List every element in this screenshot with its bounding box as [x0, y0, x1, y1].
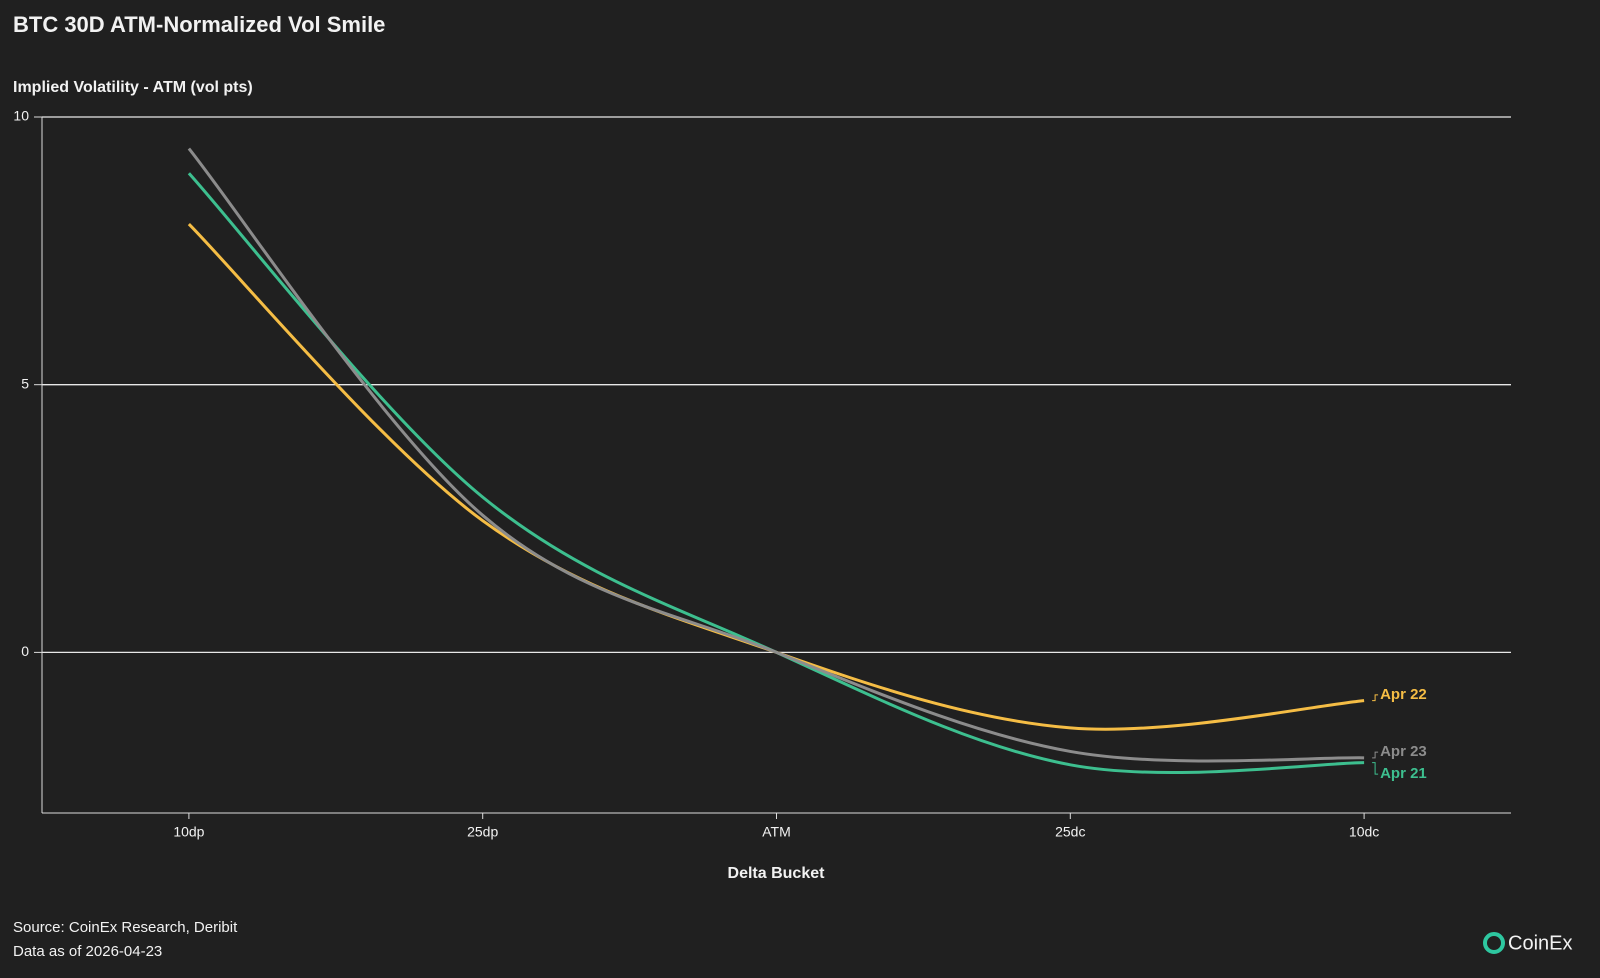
legend-label: Apr 23	[1380, 743, 1427, 760]
x-tick-label: 25dc	[1055, 824, 1085, 840]
legend-label: Apr 21	[1380, 765, 1427, 782]
logo-icon	[1483, 932, 1505, 954]
x-axis-title: Delta Bucket	[728, 865, 826, 882]
y-tick-label: 10	[13, 108, 29, 124]
label-connector	[1372, 762, 1379, 775]
y-axis-title: Implied Volatility - ATM (vol pts)	[13, 79, 253, 96]
brand-logo: CoinEx	[1483, 932, 1572, 954]
legend-label: Apr 22	[1380, 686, 1427, 703]
y-tick-label: 0	[21, 643, 29, 659]
label-connector	[1372, 751, 1379, 759]
date-note: Data as of 2026-04-23	[13, 943, 162, 960]
x-tick-label: ATM	[762, 824, 791, 840]
series-line	[187, 172, 1365, 775]
source-note: Source: CoinEx Research, Deribit	[13, 919, 238, 936]
x-tick-label: 25dp	[467, 824, 498, 840]
x-tick-label: 10dc	[1349, 824, 1379, 840]
y-tick-label: 5	[21, 375, 29, 391]
x-tick-label: 10dp	[173, 824, 204, 840]
label-connector	[1372, 694, 1379, 702]
series-line	[187, 147, 1365, 763]
brand-name: CoinEx	[1508, 932, 1572, 954]
chart-title: BTC 30D ATM-Normalized Vol Smile	[13, 12, 385, 37]
